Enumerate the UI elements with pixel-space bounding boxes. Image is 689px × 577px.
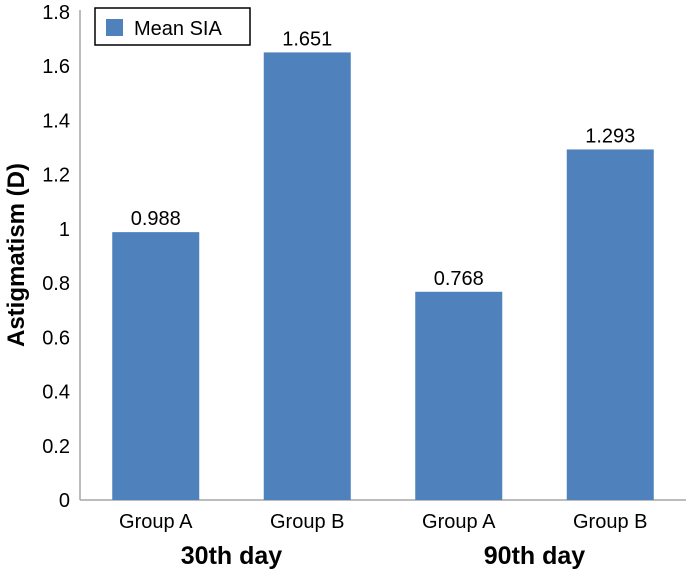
group-label: 90th day (484, 542, 586, 570)
legend-label: Mean SIA (134, 18, 222, 40)
legend-swatch (106, 19, 123, 36)
y-tick-label: 1 (59, 219, 70, 241)
group-label: 30th day (181, 542, 283, 570)
y-tick-label: 0.8 (42, 273, 70, 295)
bar (263, 52, 351, 500)
bar (415, 291, 503, 500)
y-tick-label: 1.2 (42, 165, 70, 187)
x-tick-label: Group A (422, 511, 496, 533)
data-label: 1.651 (282, 28, 332, 50)
data-label: 1.293 (585, 125, 635, 147)
bar (112, 232, 200, 501)
x-tick-label: Group A (119, 511, 193, 533)
legend: Mean SIA (94, 7, 251, 46)
data-label: 0.768 (434, 268, 484, 290)
y-tick-label: 0 (59, 490, 70, 512)
y-tick-label: 0.6 (42, 327, 70, 349)
data-label: 0.988 (131, 208, 181, 230)
y-tick-label: 1.4 (42, 110, 70, 132)
x-tick-label: Group B (270, 511, 344, 533)
y-tick-label: 1.8 (42, 2, 70, 24)
y-axis-label: Astigmatism (D) (3, 163, 30, 347)
bar (566, 149, 654, 500)
y-tick-label: 0.2 (42, 436, 70, 458)
y-tick-label: 1.6 (42, 56, 70, 78)
x-tick-label: Group B (573, 511, 647, 533)
y-tick-label: 0.4 (42, 382, 70, 404)
